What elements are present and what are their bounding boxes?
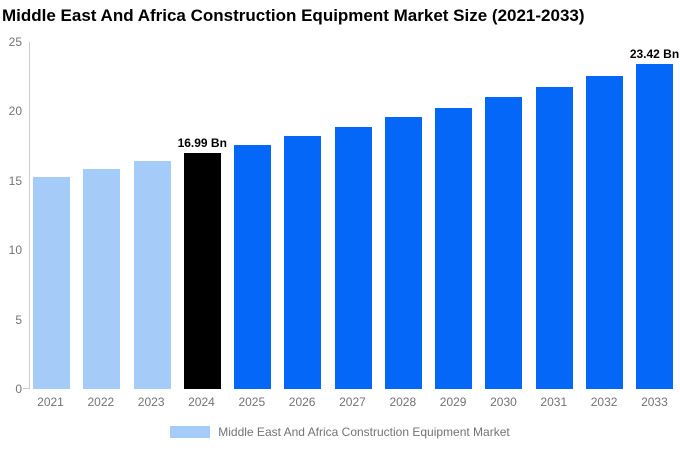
- bar-2021: [33, 177, 70, 389]
- y-tick-label: 5: [15, 312, 22, 327]
- bar-2026: [284, 135, 322, 389]
- bar-2028: [384, 117, 422, 389]
- chart-title: Middle East And Africa Construction Equi…: [2, 6, 585, 25]
- bar-2031: [535, 86, 573, 389]
- x-tick-label: 2028: [389, 395, 417, 409]
- x-tick-label: 2021: [37, 395, 64, 409]
- y-tick-label: 0: [15, 382, 22, 396]
- bar-2022: [83, 169, 121, 389]
- x-tick-label: 2027: [339, 395, 366, 409]
- bar-value-label: 23.42 Bn: [629, 46, 680, 61]
- x-tick-label: 2024: [188, 395, 215, 409]
- x-tick-label: 2026: [288, 395, 316, 409]
- bar-2032: [585, 76, 623, 389]
- x-tick-label: 2030: [490, 395, 517, 409]
- bar-2025: [234, 144, 271, 389]
- bar-value-label: 16.99 Bn: [177, 136, 227, 151]
- bar-2033: 23.42 Bn: [630, 47, 679, 389]
- y-tick-label: 25: [8, 35, 22, 49]
- bar-2024: 16.99 Bn: [178, 136, 227, 389]
- legend-label: Middle East And Africa Construction Equi…: [218, 425, 510, 439]
- legend-swatch: [170, 426, 211, 438]
- y-tick-label: 20: [8, 104, 22, 119]
- x-tick-label: 2029: [439, 395, 467, 409]
- bar-2023: [133, 161, 171, 389]
- x-tick-label: 2033: [641, 395, 668, 409]
- bar-2029: [435, 107, 472, 389]
- y-axis-zero-tick: [23, 388, 29, 389]
- bar-2027: [334, 126, 372, 389]
- legend: Middle East And Africa Construction Equi…: [0, 425, 680, 439]
- bar-2030: [485, 97, 523, 389]
- plot-area: 16.99 Bn 23.42 Bn: [29, 42, 679, 389]
- x-tick-label: 2022: [87, 395, 115, 409]
- x-tick-label: 2023: [137, 395, 165, 409]
- x-tick-label: 2032: [590, 395, 618, 409]
- x-tick-label: 2031: [540, 395, 568, 409]
- x-tick-label: 2025: [238, 395, 266, 409]
- y-tick-label: 10: [8, 243, 22, 258]
- y-tick-label: 15: [8, 173, 22, 188]
- x-axis: 2021 2022 2023 2024 2025 2026 2027 2028 2029 2030…: [29, 395, 675, 409]
